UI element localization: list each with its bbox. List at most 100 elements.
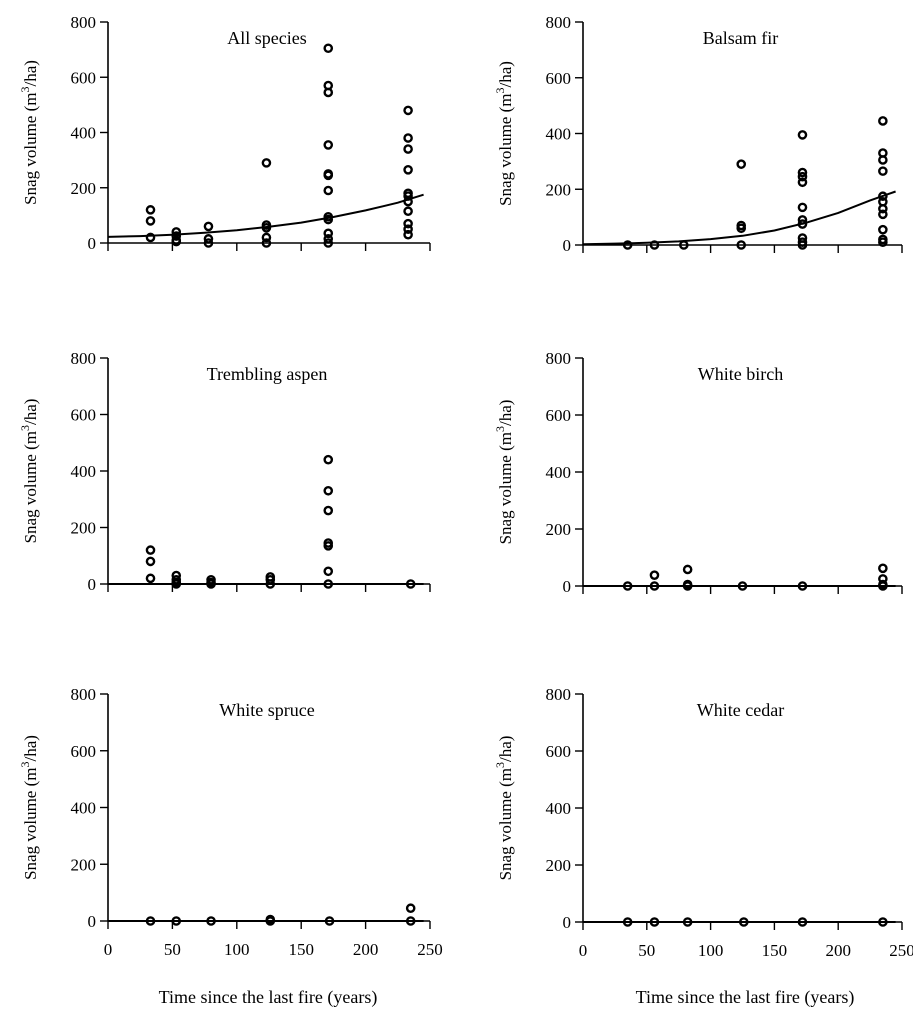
y-axis-label-superscript: 3: [493, 762, 507, 768]
y-tick-label: 600: [546, 406, 572, 425]
data-point: [171, 231, 182, 241]
data-point: [203, 221, 214, 232]
data-point: [679, 240, 689, 250]
y-tick-label: 600: [546, 742, 572, 761]
x-tick-label: 250: [417, 940, 443, 959]
y-axis-label-unit: /ha): [21, 735, 40, 761]
y-tick-label: 0: [88, 912, 97, 931]
y-tick-label: 400: [546, 463, 572, 482]
data-point: [878, 917, 888, 927]
data-point: [878, 581, 888, 591]
chart-panel: 0 200 400 600 800 Trembling aspen Snag volume …: [18, 349, 431, 594]
data-point: [403, 133, 413, 143]
data-point: [405, 916, 416, 926]
x-tick-label: 150: [762, 941, 788, 960]
data-point: [261, 158, 272, 168]
panel-title: White cedar: [697, 700, 784, 720]
data-point: [323, 214, 334, 225]
data-point: [403, 224, 413, 234]
y-tick-label: 400: [546, 799, 572, 818]
panel-title: Trembling aspen: [207, 364, 328, 384]
data-point: [206, 916, 216, 926]
y-tick-label: 0: [563, 236, 572, 255]
data-point: [682, 581, 693, 591]
y-axis-label-unit: /ha): [496, 736, 515, 762]
y-axis-label-text: Snag volume (m: [21, 431, 40, 543]
data-point: [265, 574, 276, 585]
fitted-curve: [582, 190, 896, 246]
data-point: [797, 581, 808, 591]
y-tick-label: 800: [546, 685, 572, 704]
panel-title: White spruce: [219, 700, 314, 720]
x-tick-label: 50: [638, 941, 655, 960]
x-axis-title-right: Time since the last fire (years): [636, 987, 855, 1008]
y-tick-label: 0: [563, 577, 572, 596]
data-point: [265, 916, 276, 926]
data-point: [878, 166, 888, 176]
x-tick-label: 250: [889, 941, 913, 960]
data-point: [171, 916, 182, 926]
data-point: [682, 564, 693, 575]
data-point: [323, 541, 334, 551]
x-tick-label: 150: [288, 940, 314, 959]
data-point: [323, 454, 334, 465]
data-point: [145, 916, 156, 926]
data-point: [145, 205, 156, 215]
data-point: [403, 191, 413, 201]
y-tick-label: 600: [546, 69, 572, 88]
data-point: [736, 159, 747, 169]
y-tick-label: 800: [71, 349, 97, 368]
y-tick-label: 800: [71, 13, 97, 32]
y-axis-label: Snag volume (m3/ha): [18, 399, 40, 544]
y-axis-label-superscript: 3: [18, 87, 32, 93]
data-point: [171, 579, 182, 589]
data-point: [878, 563, 888, 574]
y-tick-label: 600: [71, 406, 97, 425]
data-point: [323, 43, 334, 54]
data-point: [797, 917, 808, 927]
data-point: [797, 240, 808, 250]
data-point: [323, 579, 334, 589]
data-point: [736, 223, 747, 234]
data-point: [323, 238, 334, 248]
y-tick-label: 400: [71, 124, 97, 143]
data-point: [622, 917, 633, 927]
chart-panel: 0 200 400 600 800 All species Snag volume (m3/…: [18, 13, 431, 253]
data-point: [323, 505, 334, 516]
y-tick-label: 600: [71, 742, 97, 761]
data-point: [649, 917, 660, 927]
data-point: [878, 224, 888, 235]
data-point: [405, 903, 416, 914]
data-point: [797, 130, 808, 140]
x-tick-label: 200: [825, 941, 851, 960]
data-point: [323, 87, 334, 98]
data-point: [797, 215, 808, 225]
data-point: [649, 581, 660, 591]
y-axis-label-superscript: 3: [493, 426, 507, 432]
y-tick-label: 200: [546, 856, 572, 875]
data-point: [682, 917, 693, 927]
y-axis-label-superscript: 3: [18, 762, 32, 768]
data-point: [403, 206, 413, 217]
data-point: [323, 566, 334, 577]
data-point: [878, 191, 888, 202]
x-tick-label: 100: [224, 940, 250, 959]
data-point: [797, 219, 808, 229]
data-point: [323, 140, 334, 150]
y-tick-label: 400: [71, 462, 97, 481]
data-point: [324, 916, 335, 926]
chart-panel: 0 200 400 600 800 Balsam fir Snag volume (m3/h…: [493, 13, 903, 255]
y-tick-label: 800: [546, 13, 572, 32]
data-point: [265, 579, 276, 589]
data-point: [649, 570, 660, 580]
chart-panel: 0 200 400 600 800 White birch Snag volume (m3/…: [493, 349, 903, 596]
chart-panel: 0 200 400 600 800 0 50 100 150 200 250 White spruce…: [18, 685, 443, 959]
y-tick-label: 400: [546, 125, 572, 144]
y-tick-label: 200: [546, 520, 572, 539]
x-tick-label: 50: [164, 940, 181, 959]
data-point: [171, 236, 182, 247]
data-point: [797, 202, 808, 213]
y-tick-label: 200: [71, 179, 97, 198]
data-point: [797, 171, 808, 182]
